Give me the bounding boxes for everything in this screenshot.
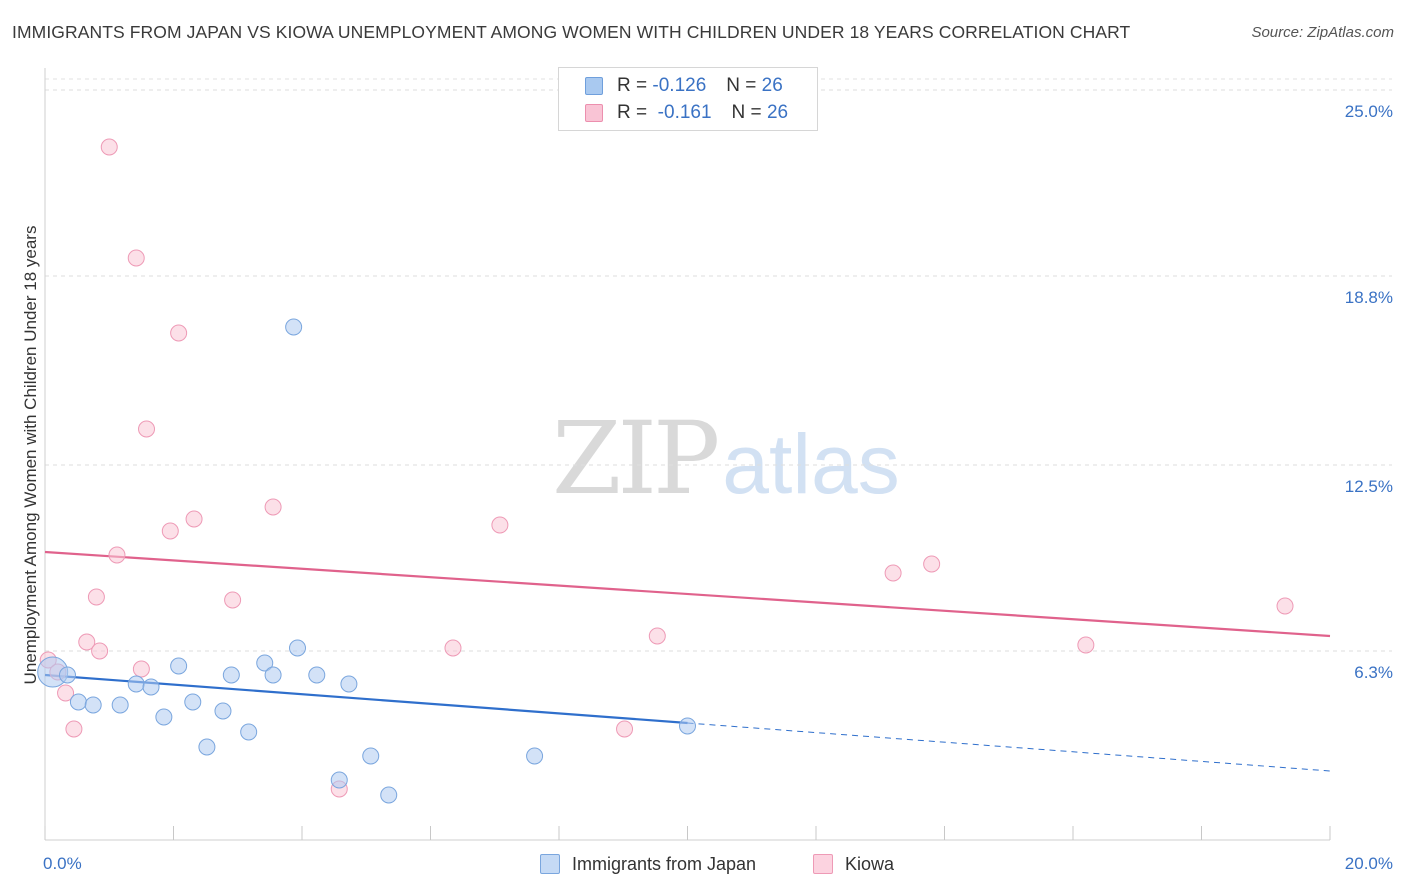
kiowa-point: [65, 720, 83, 738]
japan-point: [256, 654, 274, 672]
japan-point: [58, 666, 76, 684]
japan-point: [170, 657, 188, 675]
kiowa-point: [108, 546, 126, 564]
japan-point: [289, 639, 307, 657]
legend-n-label: N =: [731, 102, 762, 123]
legend-item-kiowa: Kiowa: [813, 851, 894, 877]
y-tick-label: 18.8%: [1345, 288, 1393, 307]
japan-point: [330, 771, 348, 789]
kiowa-point: [884, 564, 902, 582]
kiowa-point: [161, 522, 179, 540]
legend-r-value: -0.126: [652, 75, 707, 96]
japan-point: [308, 666, 326, 684]
x-tick-label: 20.0%: [1345, 854, 1393, 873]
japan-trend-extension: [687, 722, 1331, 772]
japan-point: [198, 738, 216, 756]
legend-r-label: R =: [617, 102, 648, 123]
kiowa-point: [264, 498, 282, 516]
japan-point: [264, 666, 282, 684]
kiowa-point: [444, 639, 462, 657]
kiowa-point: [170, 324, 188, 342]
japan-point: [69, 693, 87, 711]
japan-point: [155, 708, 173, 726]
x-tick-label: 0.0%: [43, 854, 82, 873]
legend-row-japan: R = -0.126 N = 26: [585, 73, 783, 99]
japan-point: [84, 696, 102, 714]
legend-n-value: 26: [766, 102, 789, 123]
legend-item-japan: Immigrants from Japan: [540, 851, 756, 877]
japan-point: [526, 747, 544, 765]
japan-point: [214, 702, 232, 720]
legend-swatch-japan: [540, 854, 560, 874]
kiowa-point: [138, 420, 156, 438]
japan-point: [222, 666, 240, 684]
legend-swatch-kiowa: [585, 104, 603, 122]
trend-lines: [44, 550, 1331, 772]
japan-point: [142, 678, 160, 696]
japan-point: [127, 675, 145, 693]
y-tick-label: 25.0%: [1345, 102, 1393, 121]
kiowa-point: [616, 720, 634, 738]
kiowa-point: [78, 633, 96, 651]
kiowa-point: [1077, 636, 1095, 654]
kiowa-point: [1276, 597, 1294, 615]
legend-swatch-kiowa: [813, 854, 833, 874]
kiowa-point: [491, 516, 509, 534]
kiowa-point: [132, 660, 150, 678]
japan-point: [679, 717, 696, 735]
legend-label-kiowa: Kiowa: [845, 853, 895, 874]
kiowa-point: [91, 642, 109, 660]
japan-point: [362, 747, 380, 765]
japan-point: [240, 723, 258, 741]
legend-row-kiowa: R = -0.161 N = 26: [585, 100, 788, 126]
kiowa-trend-line: [44, 550, 1331, 638]
chart-source: Source: ZipAtlas.com: [1251, 24, 1394, 41]
kiowa-point: [923, 555, 941, 573]
kiowa-point: [127, 249, 145, 267]
kiowa-point: [185, 510, 203, 528]
legend-n-label: N =: [726, 75, 757, 96]
kiowa-point: [648, 627, 666, 645]
legend-n-value: 26: [761, 75, 783, 96]
kiowa-point: [100, 138, 118, 156]
legend-swatch-japan: [585, 77, 603, 95]
japan-point: [111, 696, 129, 714]
japan-point: [184, 693, 202, 711]
axes: [44, 68, 1331, 841]
japan-point: [380, 786, 398, 804]
tick-labels: 25.0% 18.8% 12.5% 6.3% 0.0% 20.0%: [43, 102, 1393, 873]
legend-r-label: R =: [617, 75, 648, 96]
japan-point: [285, 318, 303, 336]
kiowa-point: [57, 684, 75, 702]
correlation-legend: R = -0.126 N = 26 R = -0.161 N = 26: [558, 67, 818, 131]
y-tick-label: 12.5%: [1345, 477, 1393, 496]
legend-label-japan: Immigrants from Japan: [572, 853, 757, 874]
legend-r-value: -0.161: [657, 102, 712, 123]
japan-point: [340, 675, 358, 693]
data-points: [37, 138, 1294, 804]
kiowa-point: [224, 591, 242, 609]
y-tick-label: 6.3%: [1354, 663, 1393, 682]
chart-title: IMMIGRANTS FROM JAPAN VS KIOWA UNEMPLOYM…: [12, 22, 1131, 42]
kiowa-point: [87, 588, 105, 606]
